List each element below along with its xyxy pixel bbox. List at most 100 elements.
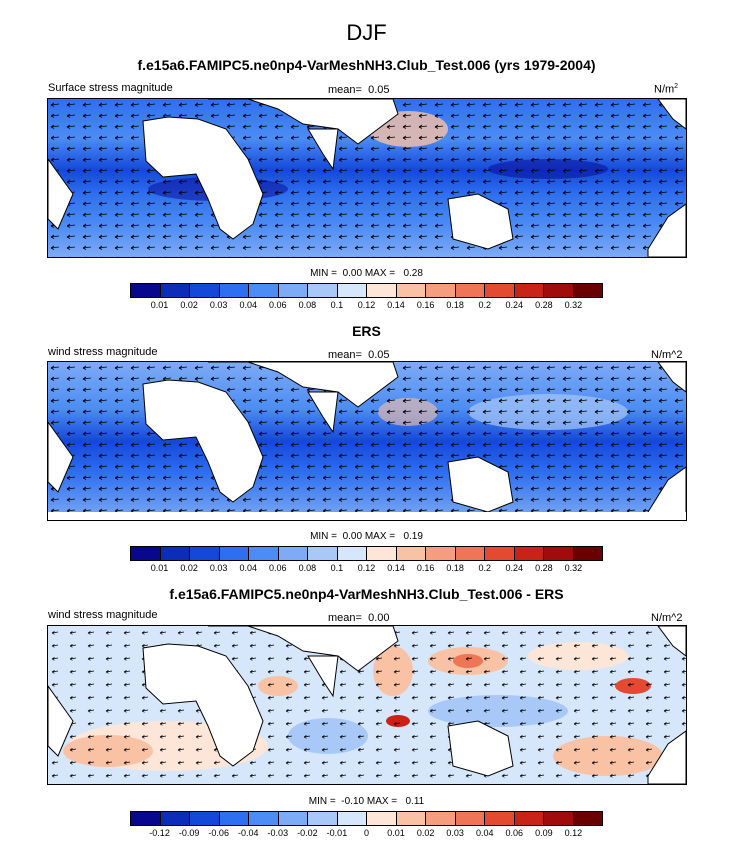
panel-2-min-max: MIN = 0.00 MAX = 0.19 [310,531,423,542]
colorbar-tick-label: 0.14 [387,563,405,573]
colorbar-tick-label: 0.18 [446,300,464,310]
land-australia [447,193,514,250]
colorbar-tick-label: 0.14 [387,300,405,310]
colorbar-swatch [426,284,456,297]
panel-2-colorbar-ticks: 0.01 0.02 0.03 0.04 0.06 0.08 0.1 0.12 0.14 0.16 0… [130,563,603,577]
colorbar-swatch [131,547,161,560]
colorbar-tick-label: 0.28 [535,300,553,310]
colorbar-swatch [337,284,367,297]
colorbar-tick-label: 0.18 [446,563,464,573]
colorbar-swatch [337,812,367,825]
colorbar-swatch [396,812,426,825]
colorbar-swatch [131,284,161,297]
colorbar-swatch [190,284,220,297]
colorbar-tick-label: 0.24 [505,300,524,310]
panel-1-mean-label: mean= 0.05 [328,84,390,96]
figure-title: DJF [346,20,387,45]
colorbar-swatch [544,284,574,297]
colorbar-tick-label: 0.04 [475,828,494,838]
colorbar-swatch [455,812,485,825]
land-north-america [657,99,686,130]
panel-2-units: N/m^2 [651,349,683,361]
colorbar-tick-label: 0.1 [330,563,344,573]
panel-3-min-max: MIN = -0.10 MAX = 0.11 [308,796,425,807]
colorbar-swatch [455,284,485,297]
colorbar-swatch [278,284,308,297]
panel-3-mean-label: mean= 0.00 [328,612,390,624]
colorbar-swatch [219,547,249,560]
colorbar-swatch [249,284,279,297]
panel-2-colorbar [130,546,603,561]
colorbar-tick-label: 0.04 [239,563,258,573]
colorbar-swatch [308,284,338,297]
colorbar-swatch [190,547,220,560]
colorbar-tick-label: -0.12 [149,828,170,838]
colorbar-swatch [190,812,220,825]
panel-1-title: f.e15a6.FAMIPC5.ne0np4-VarMeshNH3.Club_T… [137,57,596,73]
colorbar-swatch [160,812,190,825]
colorbar-tick-label: 0.06 [269,300,287,310]
panel-3-title: f.e15a6.FAMIPC5.ne0np4-VarMeshNH3.Club_T… [169,586,564,602]
colorbar-swatch [396,547,426,560]
colorbar-swatch [544,812,574,825]
land-south-america [647,203,686,257]
colorbar-tick-label: 0.2 [478,563,492,573]
panel-1-colorbar-ticks: 0.01 0.02 0.03 0.04 0.06 0.08 0.1 0.12 0.14 0.16 0… [130,300,603,314]
colorbar-tick-label: 0.01 [150,563,169,573]
colorbar-swatch [160,284,190,297]
colorbar-tick-label: 0.03 [209,563,228,573]
land-africa [142,116,264,240]
colorbar-swatch [426,547,456,560]
panel-1-map [47,98,687,258]
colorbar-swatch [367,547,397,560]
colorbar-tick-label: 0.24 [505,563,524,573]
panel-2-map [47,361,687,521]
panel-2-mean-label: mean= 0.05 [328,349,390,361]
panel-2-variable-label: wind stress magnitude [48,346,158,358]
colorbar-swatch [337,547,367,560]
land-eurasia [208,99,399,145]
colorbar-swatch [278,547,308,560]
colorbar-swatch [396,284,426,297]
colorbar-swatch [514,284,544,297]
colorbar-tick-label: 0.12 [357,563,376,573]
colorbar-tick-label: -0.01 [326,828,348,838]
colorbar-tick-label: 0.32 [564,300,583,310]
panel-3-units: N/m^2 [651,612,683,624]
colorbar-swatch [573,812,602,825]
colorbar-swatch [573,547,602,560]
colorbar-tick-label: -0.04 [237,828,259,838]
colorbar-tick-label: 0.28 [535,563,553,573]
colorbar-swatch [367,284,397,297]
colorbar-tick-label: 0.09 [535,828,553,838]
colorbar-tick-label: 0.02 [180,300,198,310]
colorbar-tick-label: 0.03 [446,828,464,838]
colorbar-swatch [278,812,308,825]
colorbar-swatch [308,812,338,825]
colorbar-swatch [573,284,602,297]
colorbar-swatch [367,812,397,825]
colorbar-swatch [485,812,515,825]
colorbar-swatch [485,284,515,297]
colorbar-tick-label: 0.08 [298,563,317,573]
panel-1-units: N/m2 [654,83,679,96]
colorbar-swatch [514,547,544,560]
colorbar-tick-label: -0.09 [178,828,200,838]
colorbar-tick-label: 0.1 [330,300,344,310]
colorbar-swatch [426,812,456,825]
colorbar-swatch [249,547,279,560]
panel-2-mean-value: 0.05 [368,349,390,361]
colorbar-tick-label: -0.03 [267,828,289,838]
panel-1-variable-label: Surface stress magnitude [48,82,173,94]
colorbar-tick-label: 0 [363,828,370,838]
colorbar-swatch [514,812,544,825]
colorbar-swatch [160,547,190,560]
colorbar-tick-label: 0.03 [209,300,228,310]
colorbar-tick-label: 0.01 [387,828,405,838]
colorbar-tick-label: 0.12 [564,828,583,838]
colorbar-tick-label: 0.12 [357,300,376,310]
colorbar-swatch [249,812,279,825]
colorbar-tick-label: -0.02 [297,828,318,838]
panel-1-mean-value: 0.05 [368,84,390,96]
colorbar-tick-label: 0.04 [239,300,258,310]
